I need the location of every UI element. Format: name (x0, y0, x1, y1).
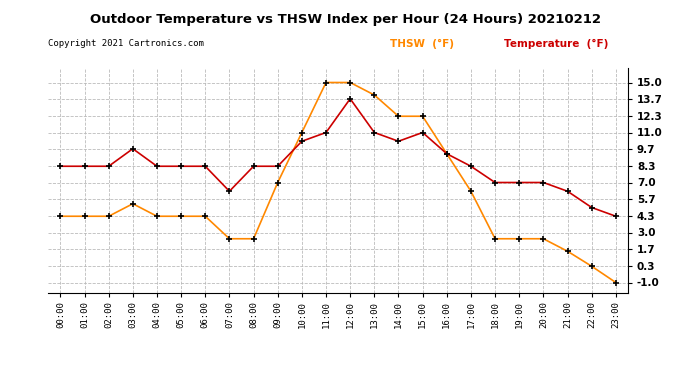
Text: THSW  (°F): THSW (°F) (390, 39, 454, 50)
Text: Outdoor Temperature vs THSW Index per Hour (24 Hours) 20210212: Outdoor Temperature vs THSW Index per Ho… (90, 13, 600, 26)
Text: Temperature  (°F): Temperature (°F) (504, 39, 608, 50)
Text: Copyright 2021 Cartronics.com: Copyright 2021 Cartronics.com (48, 39, 204, 48)
